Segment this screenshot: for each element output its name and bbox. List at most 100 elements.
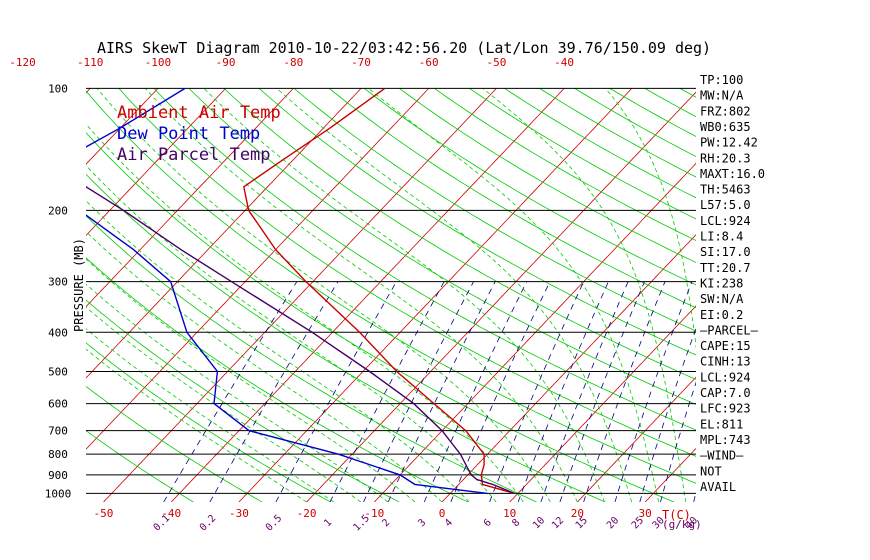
- isotherm-line: [238, 88, 633, 502]
- dry-adiabat-line: [153, 88, 696, 431]
- isotherm-line: [86, 88, 429, 450]
- top-temp-tick-label: -110: [77, 56, 104, 69]
- x-axis-label: T(C): [662, 508, 691, 522]
- dry-adiabat-line: [86, 90, 696, 484]
- isotherm-line: [577, 376, 696, 502]
- index-label: NOT: [700, 464, 722, 478]
- bottom-temperature-tick-labels: -50 -40 -30 -20 -10 0 10 20 30: [94, 507, 652, 520]
- moist-adiabat-line: [86, 123, 524, 502]
- sounding-series: [86, 87, 515, 495]
- top-temp-tick-label: -60: [419, 56, 439, 69]
- dry-adiabat-line: [118, 88, 696, 457]
- bottom-temp-tick-label: 0: [439, 507, 446, 520]
- pressure-tick-label: 300: [48, 276, 68, 289]
- dry-adiabat-line: [293, 88, 696, 332]
- legend-air-parcel-temp: Air Parcel Temp: [117, 145, 271, 165]
- moist-adiabat-line: [86, 306, 362, 502]
- bottom-temp-tick-label: -10: [364, 507, 384, 520]
- moist-adiabat-line: [96, 88, 551, 502]
- index-label: SW:N/A: [700, 292, 744, 306]
- legend-ambient-air-temp: Ambient Air Temp: [117, 103, 281, 123]
- top-temp-tick-label: -120: [9, 56, 36, 69]
- index-label: —PARCEL—: [700, 323, 759, 337]
- index-label: LFC:923: [700, 402, 751, 416]
- bottom-temp-tick-label: 10: [503, 507, 516, 520]
- pressure-tick-label: 500: [48, 366, 68, 379]
- legend: Ambient Air Temp Dew Point Temp Air Parc…: [117, 103, 281, 165]
- index-label: RH:20.3: [700, 151, 751, 165]
- isotherm-line: [374, 162, 696, 502]
- y-axis-label: PRESSURE (MB): [72, 238, 86, 332]
- index-label: —WIND—: [700, 449, 744, 463]
- index-label: MPL:743: [700, 433, 751, 447]
- mixing-ratio-line: [423, 281, 528, 502]
- top-temp-tick-label: -50: [486, 56, 506, 69]
- bottom-temp-tick-label: 20: [571, 507, 584, 520]
- moist-adiabat-line: [86, 328, 334, 502]
- pressure-tick-label: 700: [48, 425, 68, 438]
- index-label: TP:100: [700, 73, 743, 87]
- isotherm-line: [86, 88, 362, 379]
- isotherm-line: [306, 91, 696, 502]
- moist-adiabat-line: [482, 88, 687, 502]
- index-label: MAXT:16.0: [700, 167, 765, 181]
- moist-adiabat-line: [86, 231, 443, 502]
- moist-adiabat-line: [276, 88, 632, 502]
- mixing-ratio-line: [387, 281, 496, 502]
- dry-adiabat-line: [399, 88, 696, 263]
- index-label: TT:20.7: [700, 261, 751, 275]
- mixing-ratio-line: [209, 281, 339, 502]
- moist-adiabat-line: [368, 88, 660, 502]
- isobar-lines: [86, 87, 696, 494]
- chart-title: AIRS SkewT Diagram 2010-10-22/03:42:56.2…: [97, 39, 711, 57]
- index-label: LCL:924: [700, 214, 751, 228]
- pressure-tick-label: 600: [48, 398, 68, 411]
- dry-adiabat-line: [329, 88, 696, 309]
- top-temp-tick-label: -100: [145, 56, 172, 69]
- pressure-tick-label: 1000: [45, 487, 72, 500]
- pressure-tick-labels: 100 200 300 400 500 600 700 800 900 1000: [45, 82, 72, 500]
- index-label: FRZ:802: [700, 104, 751, 118]
- dry-adiabat-line: [86, 132, 675, 502]
- dry-adiabat-line: [364, 88, 696, 286]
- index-label: EL:811: [700, 417, 743, 431]
- moist-adiabat-line: [86, 200, 470, 502]
- mixing-ratio-unit-label: (g/kg): [662, 518, 702, 531]
- dry-adiabat-line: [86, 342, 331, 502]
- ambient-air-temp-line: [243, 87, 515, 495]
- mixing-ratio-line: [517, 281, 609, 502]
- index-label: MW:N/A: [700, 89, 744, 103]
- bottom-temp-tick-label: -50: [94, 507, 114, 520]
- index-label: PW:12.42: [700, 136, 758, 150]
- moist-adiabat-lines: [86, 88, 696, 502]
- plot-area: [86, 87, 696, 502]
- mixing-ratio-line: [363, 281, 474, 502]
- mixing-ratio-line: [489, 281, 584, 502]
- dry-adiabat-line: [86, 385, 263, 502]
- mixing-ratio-line: [275, 281, 397, 502]
- dry-adiabat-line: [86, 257, 469, 502]
- mixing-ratio-line: [163, 281, 298, 502]
- index-label: TH:5463: [700, 183, 751, 197]
- pressure-tick-label: 100: [48, 82, 68, 95]
- moist-adiabat-line: [86, 258, 416, 502]
- isotherm-line: [441, 234, 696, 502]
- index-label: CAP:7.0: [700, 386, 751, 400]
- index-label: CINH:13: [700, 355, 751, 369]
- legend-dew-point-temp: Dew Point Temp: [117, 124, 260, 144]
- pressure-tick-label: 400: [48, 326, 68, 339]
- index-label: LI:8.4: [700, 230, 743, 244]
- top-temp-tick-label: -90: [216, 56, 236, 69]
- dew-point-temp-line: [86, 87, 488, 495]
- pressure-tick-label: 800: [48, 448, 68, 461]
- isotherm-line: [86, 88, 294, 308]
- isotherm-line: [509, 305, 696, 502]
- moist-adiabat-line: [86, 348, 307, 502]
- index-label: KI:238: [700, 277, 743, 291]
- mixing-ratio-line: [559, 281, 645, 502]
- dry-adiabat-lines: [86, 88, 696, 502]
- index-label: WB0:635: [700, 120, 751, 134]
- mixing-ratio-line: [450, 281, 551, 502]
- dry-adiabat-line: [188, 88, 696, 405]
